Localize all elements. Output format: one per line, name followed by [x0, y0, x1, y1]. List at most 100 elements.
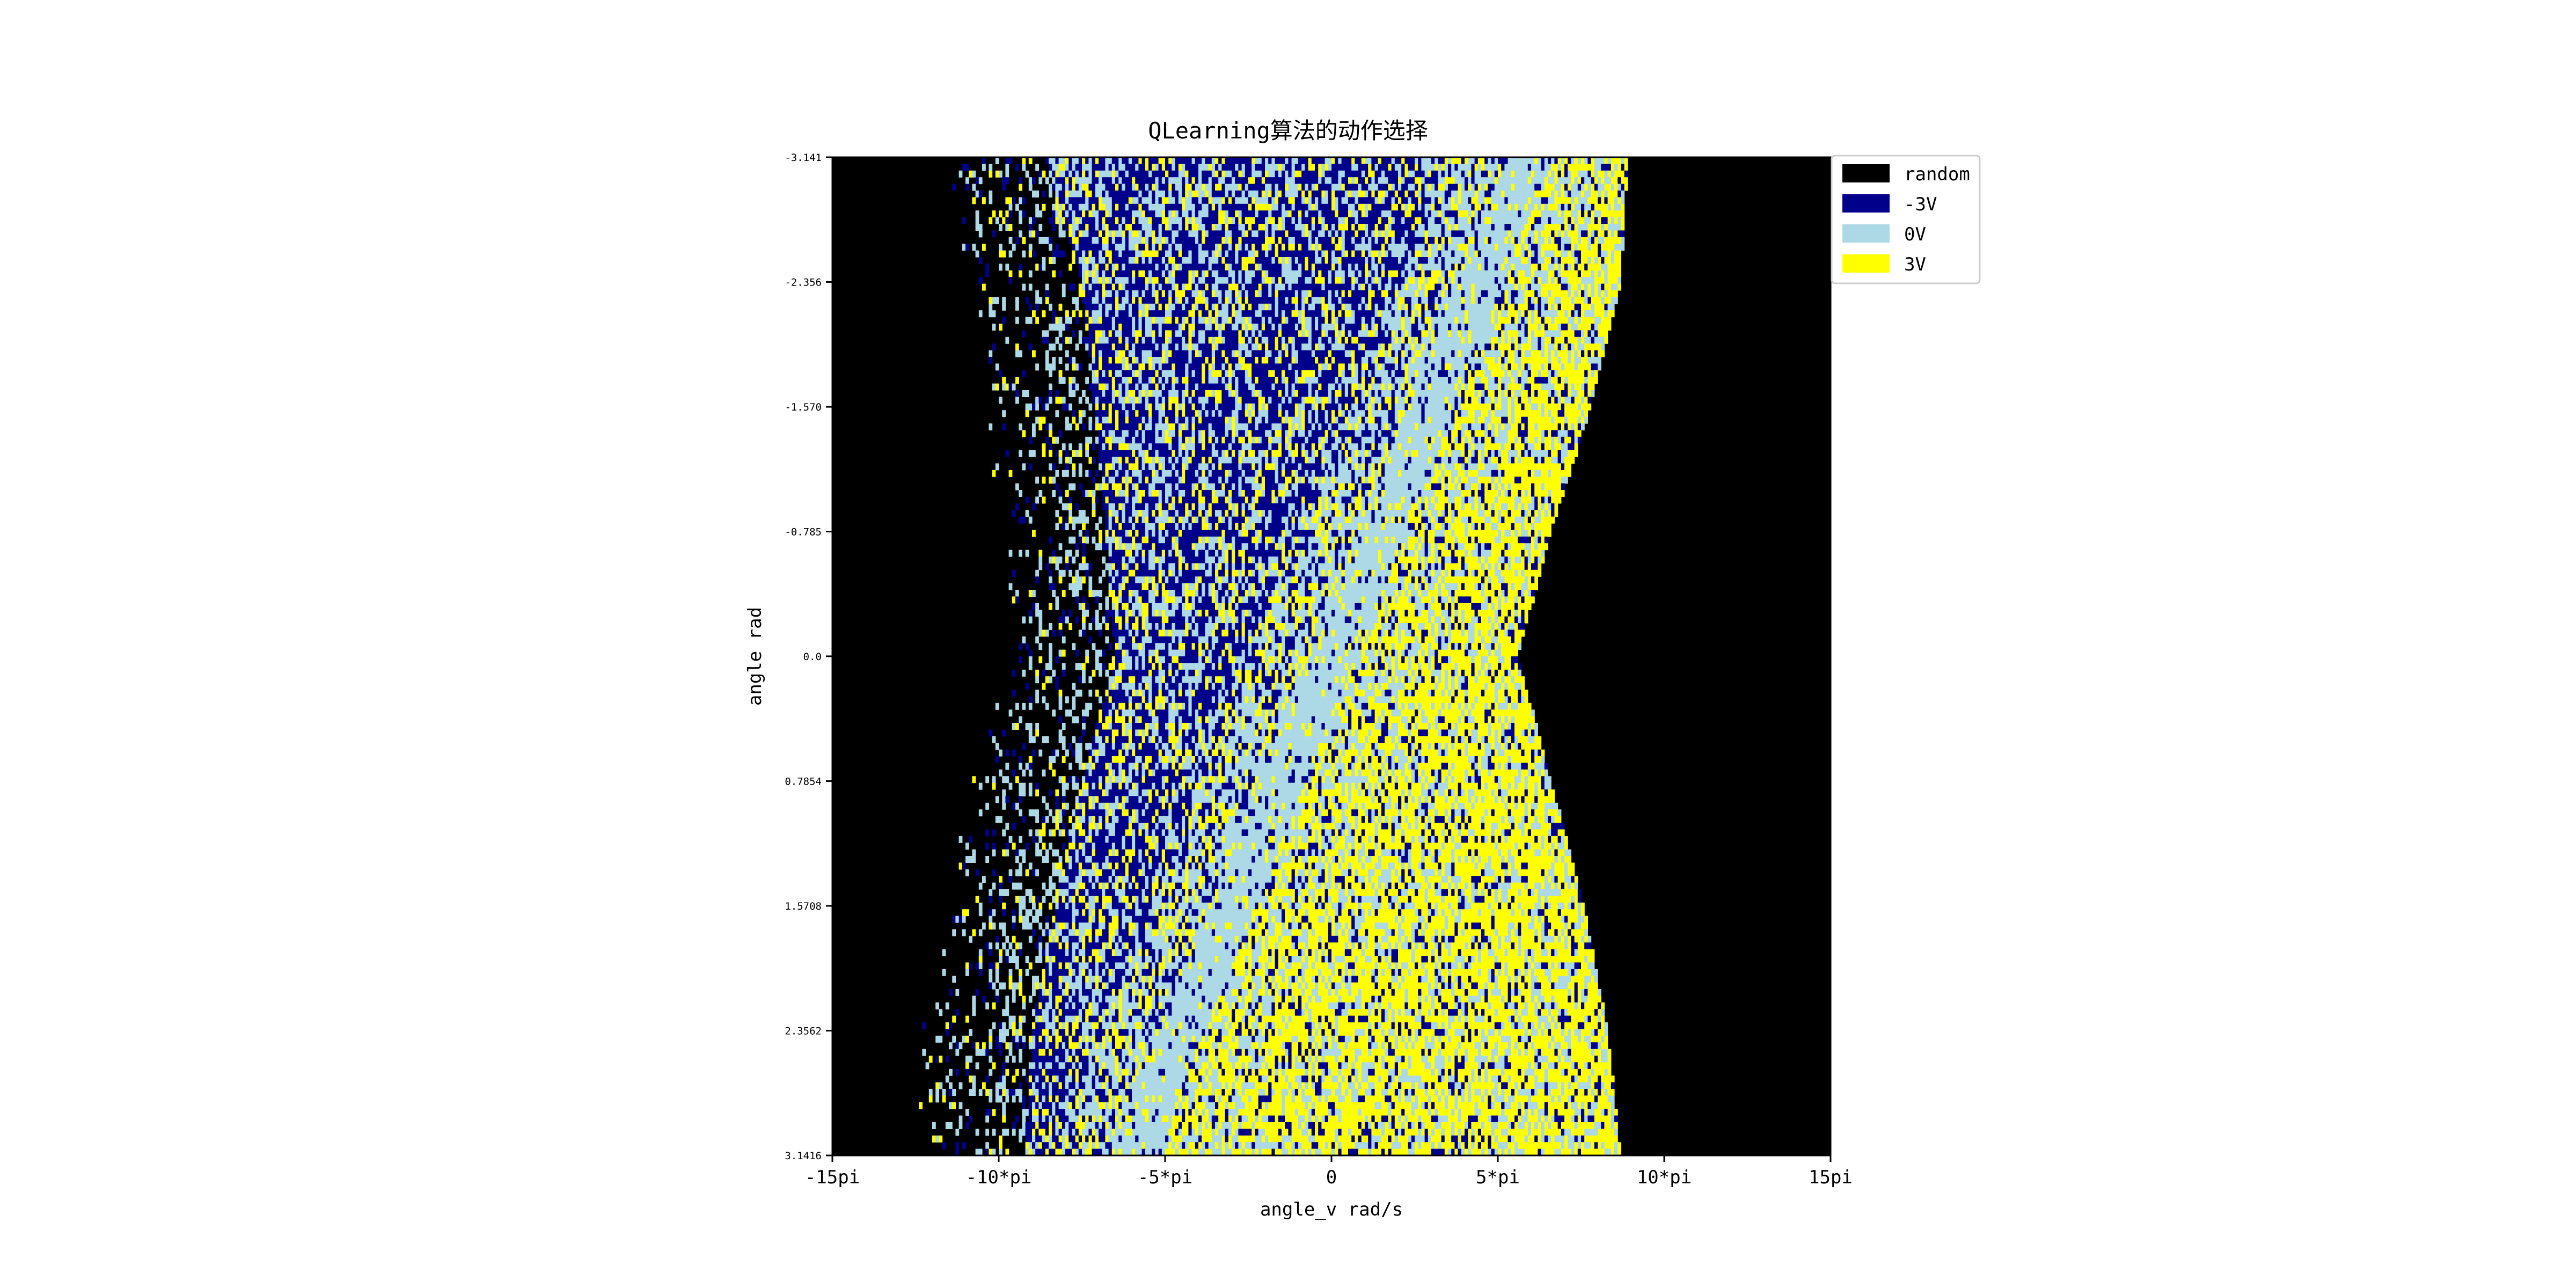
heat-cell: [1431, 477, 1438, 484]
heat-cell: [1125, 470, 1129, 477]
heat-cell: [1358, 330, 1368, 338]
heat-cell: [1225, 224, 1229, 231]
heat-cell: [1238, 324, 1242, 331]
heat-cell: [1398, 270, 1402, 277]
heat-cell: [1085, 377, 1089, 384]
heat-cell: [1088, 363, 1093, 371]
heat-cell: [1085, 436, 1093, 444]
heat-cell: [1341, 264, 1349, 271]
heat-cell: [1411, 297, 1418, 304]
heat-cell: [1225, 324, 1232, 331]
heat-cell: [1178, 250, 1182, 258]
heat-cell: [1564, 157, 1568, 164]
heat-cell: [1118, 410, 1126, 418]
heat-cell: [1288, 297, 1292, 304]
heat-cell: [1125, 217, 1132, 224]
heat-cell: [1374, 277, 1379, 284]
heat-cell: [1391, 203, 1399, 211]
heat-cell: [1577, 237, 1582, 244]
heat-cell: [1471, 336, 1492, 344]
heat-cell: [1574, 357, 1582, 364]
heat-cell: [1288, 443, 1292, 451]
heat-cell: [1368, 330, 1375, 338]
heat-cell: [1185, 283, 1192, 291]
heat-cell: [1468, 450, 1472, 457]
heat-cell: [1511, 290, 1518, 297]
heat-cell: [1564, 164, 1568, 171]
heat-cell: [1418, 317, 1422, 324]
heat-cell: [1581, 397, 1585, 404]
heat-cell: [1175, 377, 1179, 384]
heat-cell: [1484, 370, 1492, 377]
heat-cell: [1404, 330, 1409, 338]
heat-cell: [1441, 270, 1445, 277]
heat-cell: [1571, 157, 1575, 164]
heat-cell: [1291, 170, 1296, 178]
heat-cell: [1165, 377, 1169, 384]
heat-cell: [1058, 370, 1063, 377]
heat-cell: [1245, 324, 1249, 331]
heat-cell: [1315, 264, 1332, 271]
heat-cell: [1065, 170, 1069, 178]
heat-cell: [1328, 197, 1332, 204]
heat-cell: [1035, 210, 1043, 218]
heat-cell: [1042, 450, 1046, 457]
heat-cell: [1202, 410, 1205, 418]
heat-cell: [1148, 184, 1152, 191]
heat-cell: [1141, 477, 1146, 484]
heat-cell: [1331, 203, 1335, 211]
heat-cell: [1408, 244, 1415, 251]
heat-cell: [1581, 250, 1598, 258]
heat-cell: [1205, 324, 1212, 331]
heat-cell: [999, 170, 1002, 178]
heat-cell: [1411, 324, 1418, 331]
heat-cell: [1538, 457, 1542, 464]
heat-cell: [1531, 197, 1542, 204]
heat-cell: [1568, 191, 1571, 197]
heat-cell: [1601, 164, 1612, 171]
heat-cell: [1388, 330, 1392, 338]
heat-cell: [1461, 324, 1465, 331]
heat-cell: [1275, 383, 1285, 391]
heat-cell: [1105, 297, 1116, 304]
heat-cell: [1348, 177, 1352, 185]
heat-cell: [1095, 423, 1102, 430]
heat-cell: [1465, 457, 1468, 464]
heat-cell: [1461, 377, 1465, 384]
heat-cell: [1431, 324, 1435, 331]
heat-cell: [1055, 317, 1059, 324]
heat-cell: [1261, 310, 1276, 318]
heat-cell: [1358, 210, 1362, 218]
heat-cell: [1058, 197, 1066, 204]
heat-cell: [1571, 264, 1575, 271]
heat-cell: [1138, 203, 1143, 211]
heat-cell: [1038, 237, 1049, 244]
heat-cell: [1594, 350, 1598, 357]
heat-cell: [1105, 303, 1113, 311]
heat-cell: [1471, 184, 1475, 191]
heat-cell: [1158, 244, 1162, 251]
heat-cell: [1135, 250, 1143, 258]
heat-cell: [1338, 463, 1349, 471]
heat-cell: [1228, 357, 1239, 364]
heat-cell: [1221, 377, 1226, 384]
heat-cell: [1538, 403, 1542, 411]
heat-cell: [1421, 397, 1425, 404]
heat-cell: [1601, 343, 1605, 351]
heat-cell: [1122, 237, 1126, 244]
heat-cell: [1191, 217, 1196, 224]
heat-cell: [1102, 430, 1106, 437]
heat-cell: [1288, 436, 1292, 444]
heat-cell: [1378, 191, 1385, 197]
heat-cell: [1421, 264, 1442, 271]
heat-cell: [1108, 416, 1113, 424]
heat-cell: [1252, 416, 1255, 424]
heat-cell: [1238, 217, 1242, 224]
heat-cell: [1132, 290, 1139, 297]
heat-cell: [1348, 250, 1352, 258]
heat-cell: [1351, 463, 1355, 471]
heat-cell: [1321, 217, 1326, 224]
heat-cell: [1561, 230, 1565, 238]
heat-cell: [1075, 177, 1093, 185]
heat-cell: [1215, 324, 1219, 331]
